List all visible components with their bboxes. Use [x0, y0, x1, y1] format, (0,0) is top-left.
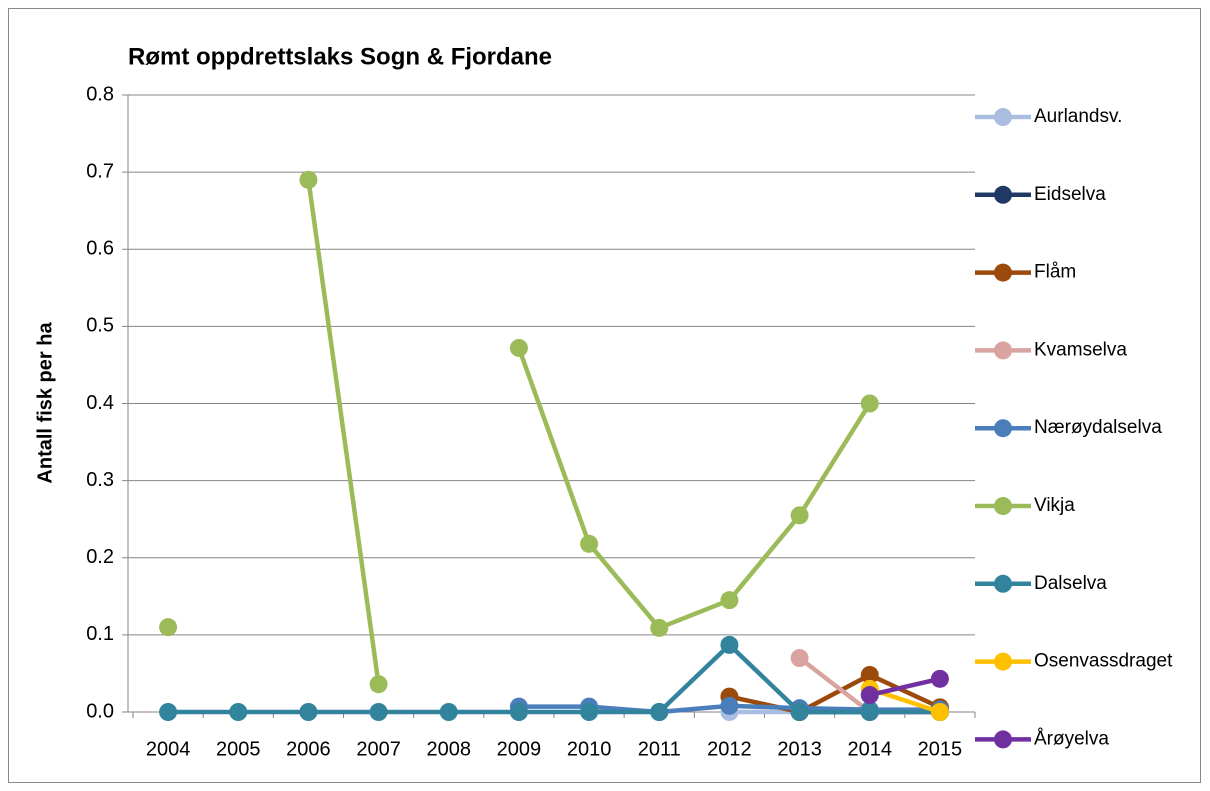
- data-point: [369, 703, 388, 721]
- series-line: [516, 347, 872, 631]
- x-tick-label: 2012: [707, 738, 752, 760]
- legend-marker: [994, 497, 1012, 515]
- data-point: [509, 338, 528, 357]
- series-line: [168, 642, 940, 715]
- x-tick-label: 2005: [216, 738, 261, 760]
- data-point: [930, 669, 949, 688]
- data-point: [650, 618, 669, 637]
- y-axis-label: Antall fisk per ha: [34, 322, 56, 484]
- legend-marker: [994, 341, 1012, 360]
- data-point: [299, 703, 318, 721]
- data-point: [930, 703, 949, 721]
- x-tick-label: 2010: [567, 738, 612, 760]
- legend-label: Eidselva: [1034, 184, 1106, 205]
- series-line: [728, 672, 941, 715]
- legend-marker: [994, 574, 1012, 593]
- legend-marker: [994, 185, 1012, 204]
- data-point: [720, 591, 739, 610]
- data-point: [509, 703, 528, 721]
- data-point: [650, 703, 669, 721]
- data-point: [790, 703, 809, 721]
- legend-label: Vikja: [1034, 495, 1075, 516]
- y-tick-label: 0.5: [86, 315, 114, 337]
- series-line: [869, 676, 941, 698]
- x-tick-label: 2004: [146, 738, 191, 760]
- legend-marker: [994, 730, 1012, 749]
- y-tick-label: 0.2: [86, 546, 114, 568]
- legend-label: Årøyelva: [1034, 728, 1109, 749]
- legend-marker: [994, 108, 1012, 126]
- y-tick-label: 0.8: [86, 83, 114, 105]
- x-tick-label: 2011: [638, 738, 681, 760]
- series-line: [306, 179, 381, 685]
- data-point: [790, 506, 809, 525]
- data-point: [580, 703, 599, 721]
- legend-marker: [994, 419, 1012, 438]
- legend-label: Aurlandsv.: [1034, 106, 1122, 127]
- y-tick-label: 0.0: [86, 700, 114, 722]
- data-point: [720, 635, 739, 654]
- legend-label: Flåm: [1034, 262, 1076, 283]
- x-tick-label: 2013: [777, 738, 822, 760]
- y-tick-label: 0.6: [86, 238, 114, 260]
- data-point: [299, 170, 318, 189]
- y-tick-label: 0.1: [86, 623, 114, 645]
- legend-label: Nærøydalselva: [1034, 417, 1162, 438]
- y-tick-label: 0.3: [86, 469, 114, 491]
- legend-label: Dalselva: [1034, 573, 1107, 594]
- legend-marker: [994, 652, 1012, 671]
- data-point: [860, 665, 879, 684]
- x-tick-label: 2015: [918, 738, 963, 760]
- data-point: [790, 649, 809, 668]
- data-point: [159, 703, 178, 721]
- data-point: [229, 703, 248, 721]
- y-tick-label: 0.7: [86, 160, 114, 182]
- data-point: [860, 703, 879, 721]
- x-tick-label: 2009: [497, 738, 542, 760]
- x-tick-label: 2007: [356, 738, 401, 760]
- legend-marker: [994, 263, 1012, 282]
- chart-title: Rømt oppdrettslaks Sogn & Fjordane: [128, 43, 552, 70]
- data-point: [720, 696, 739, 715]
- data-point: [159, 618, 178, 637]
- chart-border: [8, 8, 1201, 783]
- x-tick-label: 2006: [286, 738, 331, 760]
- data-point: [860, 686, 879, 705]
- data-point: [580, 534, 599, 553]
- legend-label: Kvamselva: [1034, 339, 1127, 360]
- data-point: [439, 703, 458, 721]
- data-point: [369, 675, 388, 694]
- x-tick-label: 2008: [427, 738, 472, 760]
- y-tick-label: 0.4: [86, 392, 114, 414]
- data-point: [860, 394, 879, 413]
- legend-label: Osenvassdraget: [1034, 651, 1173, 672]
- x-tick-label: 2014: [848, 738, 893, 760]
